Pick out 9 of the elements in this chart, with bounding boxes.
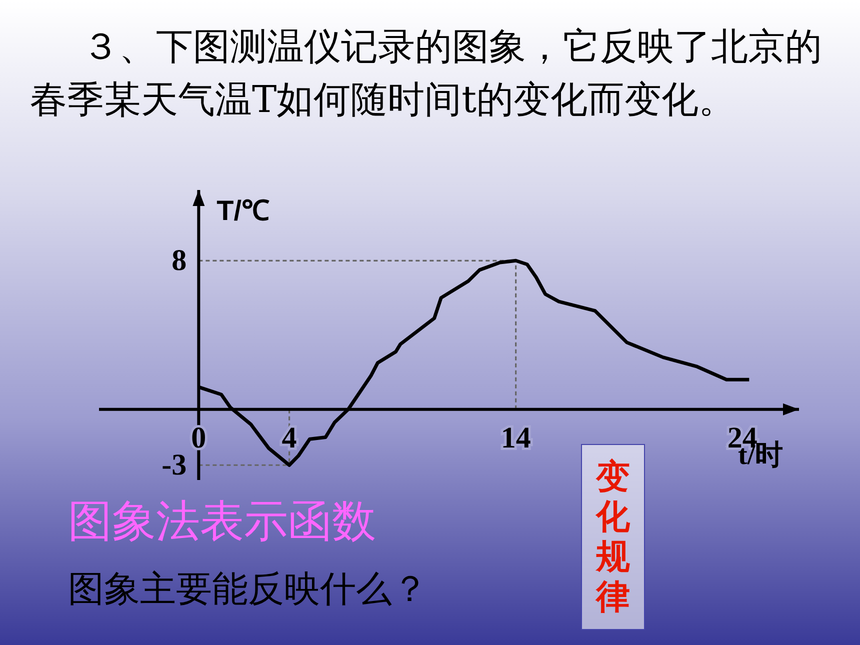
annotation: 变化规律 xyxy=(581,444,645,630)
y-axis-title: T/℃ xyxy=(216,195,270,226)
chart-title: ３、下图测温仪记录的图象，它反映了北京的春季某天气温T如何随时间t的变化而变化。 xyxy=(30,24,823,123)
y-tick-label: -3 xyxy=(162,448,187,482)
text: 图象法表示函数 xyxy=(68,495,376,549)
text: 图象主要能反映什么？ xyxy=(68,568,428,612)
x-tick-label: 4 xyxy=(282,421,297,454)
x-tick-label: 14 xyxy=(500,421,531,454)
y-tick-label: 8 xyxy=(172,244,187,278)
